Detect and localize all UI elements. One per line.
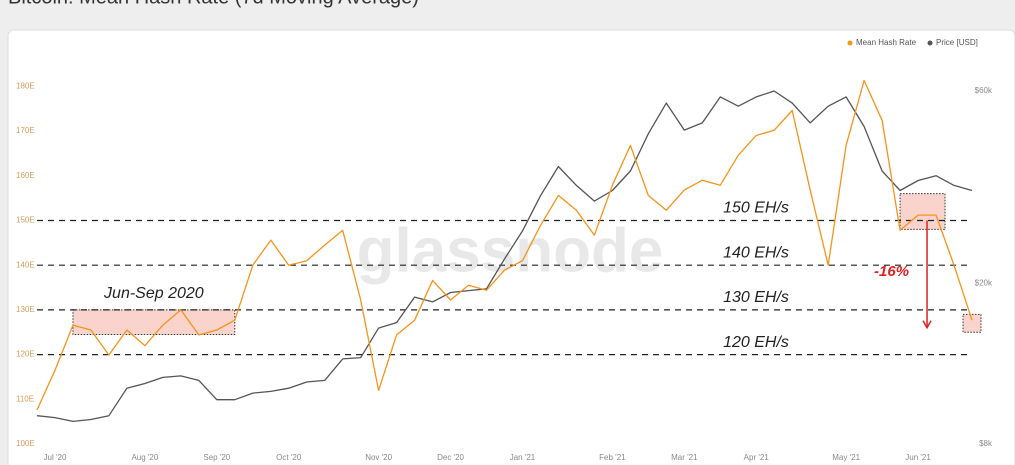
reference-label: 150 EH/s <box>723 200 789 217</box>
y-tick-label: 100E <box>16 439 35 448</box>
x-tick-label: Jan '21 <box>510 453 536 462</box>
x-tick-label: Aug '20 <box>131 453 158 462</box>
x-tick-label: Jul '20 <box>44 453 67 462</box>
y-tick-label: 140E <box>16 260 35 269</box>
y-tick-label: 150E <box>16 216 35 225</box>
y2-tick-label: $8k <box>979 439 993 448</box>
y2-tick-label: $20k <box>975 279 993 288</box>
x-tick-label: Jun '21 <box>905 453 931 462</box>
x-tick-label: Feb '21 <box>599 453 626 462</box>
highlight-label: Jun-Sep 2020 <box>103 285 204 302</box>
x-tick-label: Dec '20 <box>437 453 464 462</box>
arrow-label: -16% <box>874 263 909 280</box>
y2-tick-label: $60k <box>975 86 993 95</box>
x-tick-label: May '21 <box>832 453 860 462</box>
highlight-box <box>72 309 236 335</box>
y-tick-label: 180E <box>16 81 35 90</box>
legend-label: Mean Hash Rate <box>856 38 917 47</box>
y-tick-label: 130E <box>16 305 35 314</box>
chart-title: Bitcoin: Mean Hash Rate (7d Moving Avera… <box>8 0 419 8</box>
series-line <box>36 90 973 423</box>
x-tick-label: Apr '21 <box>744 453 770 462</box>
legend-marker <box>847 40 853 46</box>
y-tick-label: 110E <box>16 394 34 403</box>
reference-label: 140 EH/s <box>723 244 789 261</box>
x-tick-label: Sep '20 <box>203 453 230 462</box>
legend-marker <box>927 40 933 46</box>
arrow-head <box>922 320 932 330</box>
x-tick-label: Oct '20 <box>276 453 302 462</box>
y-tick-label: 160E <box>16 171 35 180</box>
reference-label: 120 EH/s <box>723 334 789 351</box>
legend-label: Price [USD] <box>936 38 978 47</box>
reference-label: 130 EH/s <box>723 289 789 306</box>
y-tick-label: 170E <box>16 126 35 135</box>
y-tick-label: 120E <box>16 350 35 359</box>
x-tick-label: Mar '21 <box>671 453 698 462</box>
highlight-box <box>962 313 982 333</box>
series-line <box>36 79 973 411</box>
x-tick-label: Nov '20 <box>365 453 392 462</box>
